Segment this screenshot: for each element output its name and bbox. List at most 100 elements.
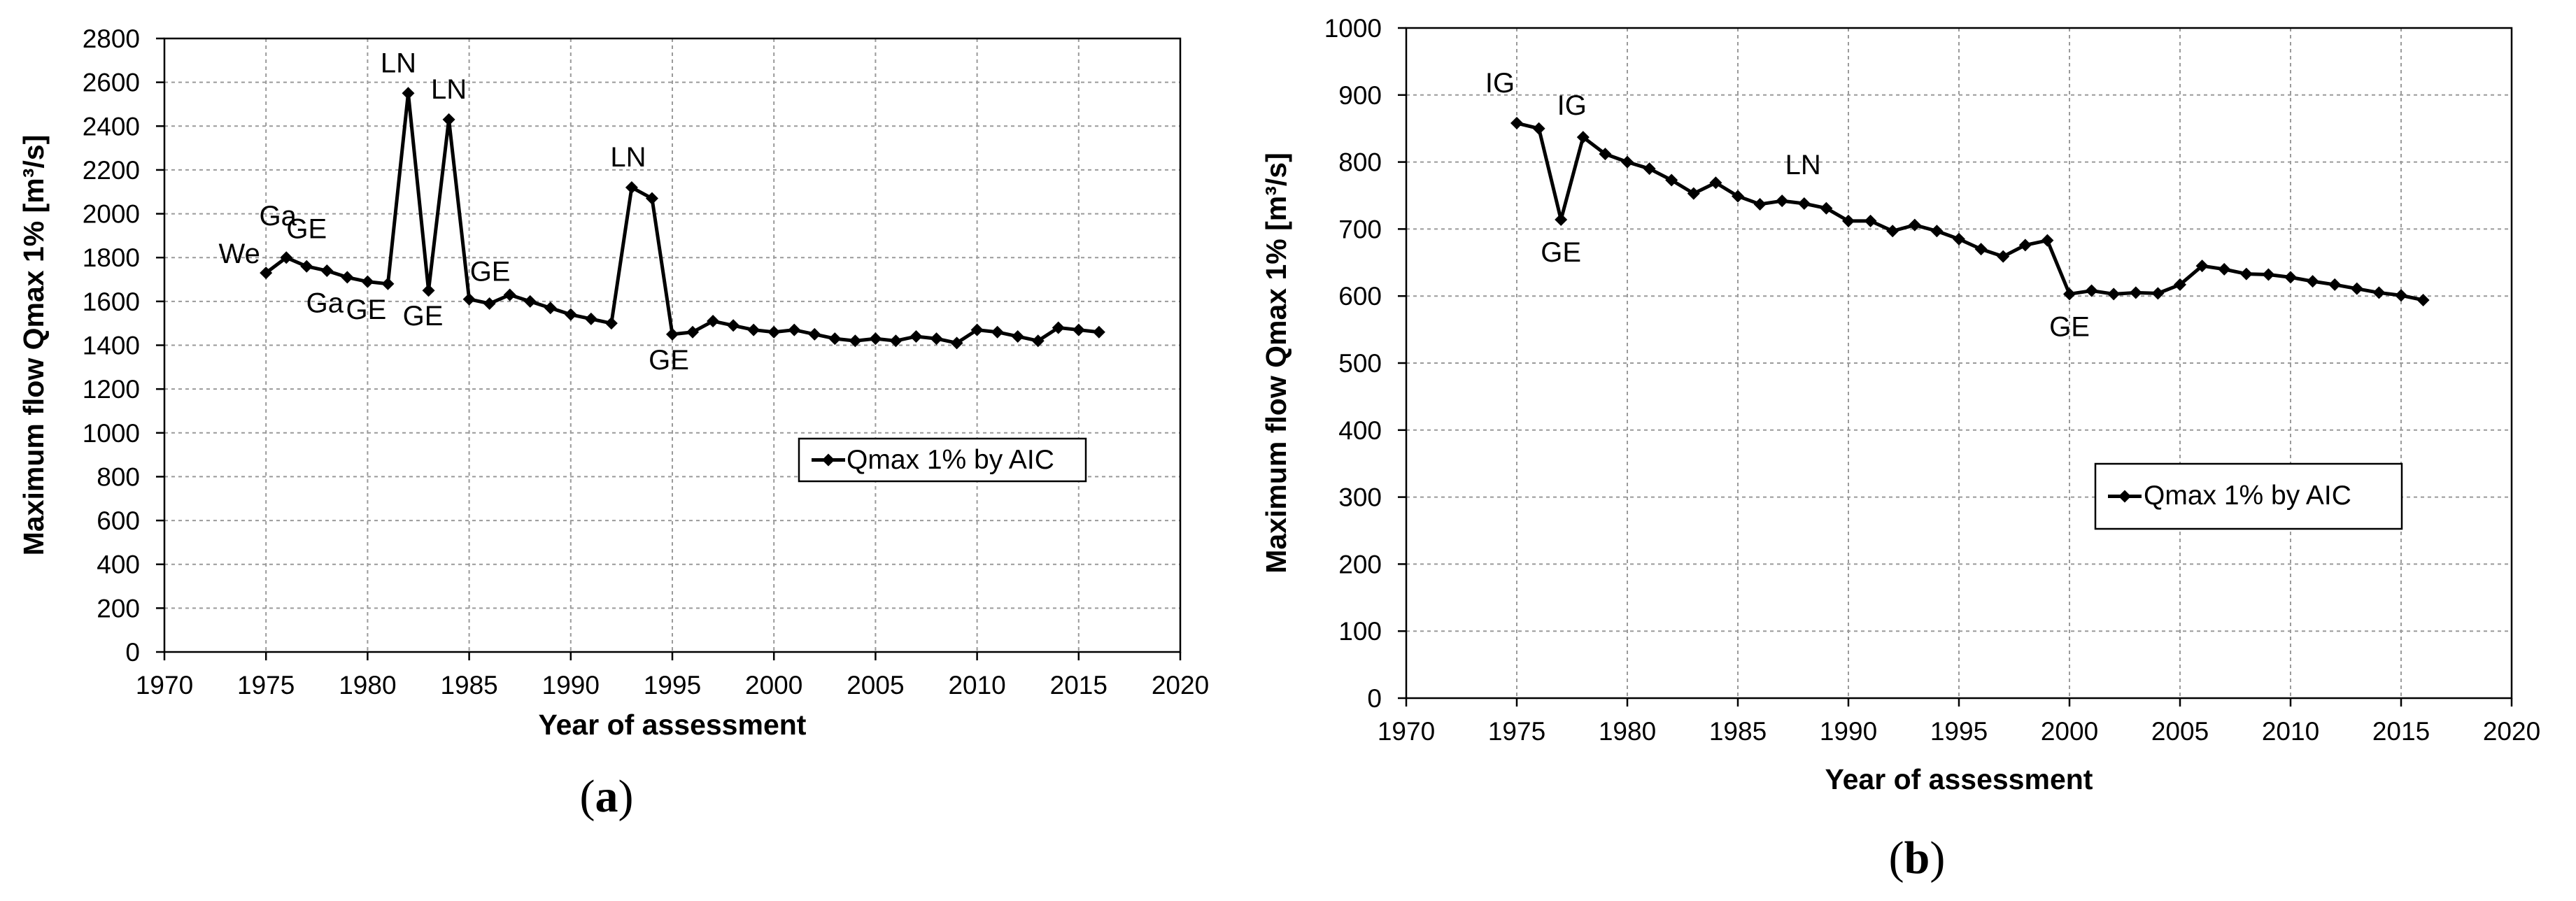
annotation-label: LN bbox=[381, 48, 416, 78]
data-point bbox=[2085, 284, 2098, 297]
annotation-label: GE bbox=[346, 295, 387, 325]
annotation-label: We bbox=[219, 239, 260, 269]
y-tick-label: 2200 bbox=[83, 156, 140, 185]
x-axis-title: Year of assessment bbox=[539, 709, 807, 741]
data-point bbox=[970, 323, 984, 336]
y-tick-label: 1400 bbox=[83, 332, 140, 360]
annotation-label: Ga bbox=[306, 288, 344, 318]
annotation-label: GE bbox=[403, 301, 444, 332]
y-tick-label: 700 bbox=[1338, 215, 1382, 243]
legend-label: Qmax 1% by AIC bbox=[847, 445, 1054, 475]
data-point bbox=[2174, 278, 2186, 291]
panel-label-open-paren: ( bbox=[1889, 832, 1904, 884]
x-tick-label: 1990 bbox=[1820, 717, 1877, 746]
y-tick-label: 2400 bbox=[83, 112, 140, 141]
data-point bbox=[910, 329, 923, 343]
y-tick-label: 2600 bbox=[83, 69, 140, 97]
x-tick-label: 1990 bbox=[542, 671, 600, 700]
y-tick-label: 800 bbox=[1338, 148, 1382, 177]
annotation-label: Ga bbox=[260, 201, 297, 232]
data-point bbox=[2372, 286, 2386, 299]
data-point bbox=[2129, 286, 2142, 299]
x-tick-label: 1985 bbox=[440, 671, 497, 700]
data-point bbox=[2262, 268, 2275, 281]
data-point bbox=[320, 264, 334, 278]
data-point bbox=[828, 332, 842, 346]
y-tick-label: 400 bbox=[97, 551, 140, 579]
y-tick-label: 800 bbox=[97, 462, 140, 491]
y-tick-label: 600 bbox=[97, 506, 140, 535]
chart-panel-a: 0 200 400 600 800 1000 1200 1400 1600 1800 2000 220… bbox=[17, 24, 1209, 822]
data-point bbox=[1031, 334, 1045, 348]
data-point bbox=[361, 275, 374, 288]
x-tick-label: 2005 bbox=[2151, 717, 2209, 746]
data-point bbox=[1576, 131, 1590, 144]
data-point bbox=[1753, 197, 1767, 211]
data-point bbox=[1886, 225, 1899, 238]
y-tick-label: 1800 bbox=[83, 243, 140, 272]
data-point bbox=[2395, 289, 2407, 302]
data-point bbox=[604, 317, 618, 330]
x-tick-label: 1975 bbox=[237, 671, 295, 700]
data-point bbox=[2350, 282, 2363, 295]
data-point bbox=[503, 288, 516, 301]
data-point bbox=[483, 297, 496, 310]
y-tick-label: 500 bbox=[1338, 349, 1382, 378]
x-tick-label: 2015 bbox=[1050, 671, 1107, 700]
data-point bbox=[2063, 288, 2076, 301]
data-point bbox=[300, 260, 313, 273]
data-point bbox=[2195, 260, 2209, 273]
y-tick-label: 600 bbox=[1338, 282, 1382, 311]
data-point bbox=[1842, 214, 1855, 227]
data-point bbox=[1687, 187, 1700, 200]
data-point bbox=[930, 332, 943, 346]
data-point bbox=[2018, 239, 2032, 252]
data-point bbox=[2306, 275, 2319, 288]
data-point bbox=[462, 292, 476, 306]
data-point bbox=[869, 332, 882, 346]
x-tick-label: 1985 bbox=[1709, 717, 1767, 746]
data-point bbox=[2041, 234, 2054, 247]
legend-marker bbox=[2118, 490, 2131, 503]
data-point bbox=[280, 251, 293, 264]
y-tick-label: 0 bbox=[1367, 684, 1382, 713]
data-point bbox=[1532, 122, 1545, 135]
x-tick-label: 2020 bbox=[1152, 671, 1209, 700]
data-point bbox=[686, 325, 700, 339]
y-tick-label: 1200 bbox=[83, 375, 140, 404]
data-point bbox=[645, 192, 658, 205]
x-tick-label: 2000 bbox=[2041, 717, 2098, 746]
data-point bbox=[1510, 117, 1523, 130]
data-point bbox=[564, 308, 577, 321]
data-point bbox=[767, 325, 781, 339]
y-tick-label: 1000 bbox=[1324, 14, 1382, 43]
y-tick-label: 900 bbox=[1338, 81, 1382, 110]
y-axis-title: Maximum flow Qmax 1% [m³/s] bbox=[17, 135, 50, 555]
data-point bbox=[950, 336, 963, 350]
annotation-label: GE bbox=[649, 345, 689, 376]
panel-label-b: (b) bbox=[1889, 832, 1946, 884]
data-point bbox=[584, 312, 597, 325]
y-tick-label: 200 bbox=[1338, 550, 1382, 579]
data-point bbox=[341, 271, 354, 284]
annotation-label: GE bbox=[1541, 237, 1581, 268]
data-point bbox=[2239, 267, 2253, 281]
panel-label-open-paren: ( bbox=[580, 771, 595, 822]
data-point bbox=[1621, 155, 1634, 169]
x-tick-label: 2020 bbox=[2483, 717, 2540, 746]
data-point bbox=[1555, 213, 1568, 226]
x-tick-label: 1980 bbox=[339, 671, 396, 700]
data-point bbox=[1974, 243, 1988, 256]
annotation-label: LN bbox=[431, 74, 467, 105]
y-tick-label: 2000 bbox=[83, 200, 140, 229]
panel-label-a: (a) bbox=[580, 771, 634, 822]
data-point bbox=[2107, 288, 2121, 301]
y-axis-title: Maximum flow Qmax 1% [m³/s] bbox=[1260, 152, 1292, 573]
data-point bbox=[2151, 287, 2165, 300]
panel-label-close-paren: ) bbox=[1930, 832, 1945, 884]
data-point bbox=[747, 323, 760, 336]
x-tick-label: 2010 bbox=[948, 671, 1005, 700]
x-tick-label: 2000 bbox=[745, 671, 802, 700]
x-tick-label: 1970 bbox=[1378, 717, 1435, 746]
